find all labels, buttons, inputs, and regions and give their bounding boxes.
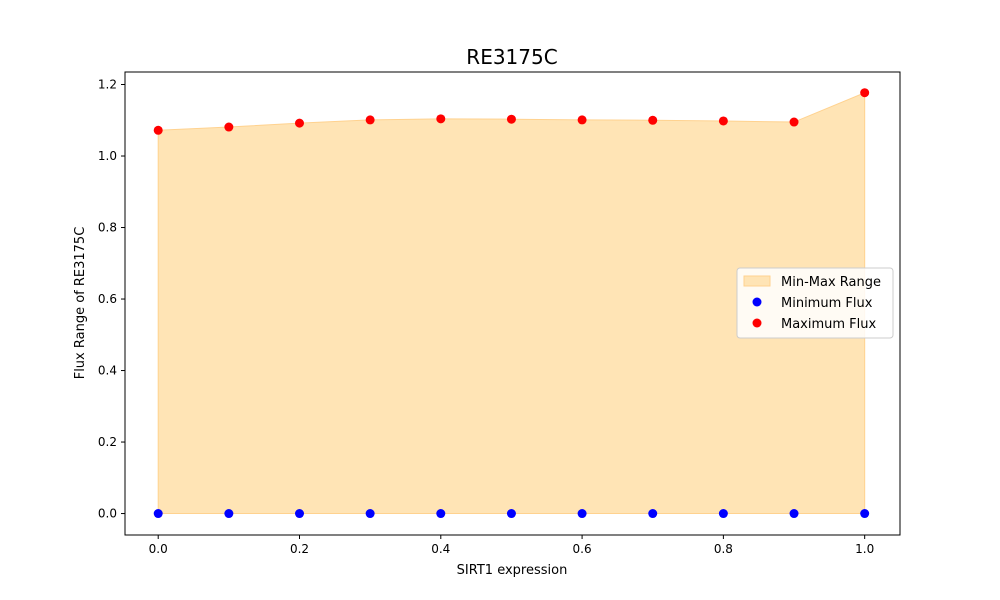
minimum-flux-point [789, 509, 799, 519]
axes-frame [124, 71, 901, 536]
maximum-flux-point [294, 118, 304, 128]
legend-item-minimum-flux-label: Minimum Flux [781, 296, 873, 311]
plot-area: 0.0 0.2 0.4 0.6 0.8 1.0 0.0 0.2 0.4 0.6 0.8 1.0 1.2 [98, 71, 901, 556]
x-tick-label: 0.2 [290, 542, 309, 556]
maximum-flux-point [365, 115, 375, 125]
maximum-flux-point [224, 122, 234, 132]
y-tick-label: 1.2 [98, 78, 117, 92]
maximum-flux-point [718, 116, 728, 126]
maximum-flux-point [789, 117, 799, 127]
x-tick-label: 0.6 [573, 542, 592, 556]
maximum-flux-point [577, 115, 587, 125]
minimum-flux-point [577, 509, 587, 519]
maximum-flux-point [436, 114, 446, 124]
x-tick-label: 1.0 [855, 542, 874, 556]
minimum-flux-point [718, 509, 728, 519]
minimum-flux-point [436, 509, 446, 519]
y-tick-label: 0.8 [98, 221, 117, 235]
chart-title: RE3175C [466, 45, 557, 69]
minimum-flux-point [294, 509, 304, 519]
legend-swatch-min-max-range [743, 275, 771, 287]
legend-marker-minimum-flux [752, 297, 762, 307]
minimum-flux-point [224, 509, 234, 519]
legend-box [736, 267, 894, 339]
y-tick-label: 1.0 [98, 149, 117, 163]
y-tick-label: 0.2 [98, 435, 117, 449]
x-tick-label: 0.0 [149, 542, 168, 556]
maximum-flux-point [648, 115, 658, 125]
minimum-flux-point [153, 509, 163, 519]
maximum-flux-point [153, 125, 163, 135]
legend-item-min-max-range-label: Min-Max Range [781, 275, 881, 290]
legend: Min-Max Range Minimum Flux Maximum Flux [736, 267, 894, 339]
y-tick-label: 0.0 [98, 507, 117, 521]
maximum-flux-point [506, 114, 516, 124]
legend-item-maximum-flux-label: Maximum Flux [781, 317, 877, 332]
y-tick-label: 0.4 [98, 364, 117, 378]
minimum-flux-point [365, 509, 375, 519]
maximum-flux-point [860, 88, 870, 98]
minimum-flux-point [648, 509, 658, 519]
minimum-flux-point [860, 509, 870, 519]
x-tick-label: 0.8 [714, 542, 733, 556]
x-tick-label: 0.4 [431, 542, 450, 556]
y-axis-label: Flux Range of RE3175C [73, 227, 88, 380]
y-tick-label: 0.6 [98, 292, 117, 306]
minimum-flux-point [506, 509, 516, 519]
x-axis-label: SIRT1 expression [457, 563, 568, 578]
legend-marker-maximum-flux [752, 318, 762, 328]
